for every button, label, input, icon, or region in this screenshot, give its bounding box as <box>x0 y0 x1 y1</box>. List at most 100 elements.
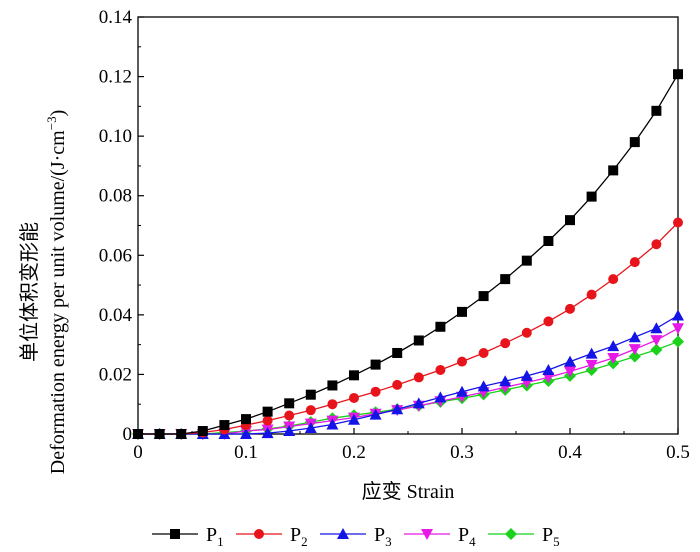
y-tick-label: 0.08 <box>99 186 132 207</box>
legend-item-p2: P2 <box>236 524 308 549</box>
data-point-p2 <box>413 372 424 383</box>
data-point-p1 <box>327 380 338 391</box>
data-point-p1 <box>586 191 597 202</box>
data-point-p3 <box>564 355 576 367</box>
y-axis-title-en-main: Deformation energy per unit volume/(J·cm <box>47 130 69 474</box>
data-point-p2 <box>543 316 554 327</box>
data-point-p4 <box>628 344 641 356</box>
data-point-p3 <box>369 408 382 420</box>
series-line-p5 <box>138 341 679 435</box>
data-point-p1 <box>413 335 424 346</box>
data-point-p1 <box>133 429 143 439</box>
data-point-p3 <box>240 428 252 439</box>
y-axis-title-cn: 单位体积变形能 <box>18 222 41 362</box>
data-point-p1 <box>154 429 165 439</box>
legend-label: P1 <box>206 524 224 549</box>
data-point-p3 <box>348 413 360 425</box>
y-axis-title: 单位体积变形能 Deformation energy per unit volu… <box>18 110 69 475</box>
series-line-p2 <box>138 222 679 435</box>
data-point-p1 <box>478 291 489 302</box>
data-point-p3 <box>628 331 641 343</box>
legend-label-main: P <box>542 524 553 546</box>
legend-marker <box>505 528 517 540</box>
data-point-p2 <box>370 386 381 397</box>
data-point-p3 <box>283 425 296 437</box>
data-point-p1 <box>500 274 511 285</box>
legend-label-sub: 3 <box>385 534 392 549</box>
data-point-p2 <box>586 289 597 300</box>
data-point-p1 <box>241 414 251 425</box>
legend-label: P5 <box>542 524 560 549</box>
data-point-p2 <box>629 257 640 268</box>
x-tick-label: 0.3 <box>450 442 474 463</box>
data-point-p1 <box>176 429 187 439</box>
data-point-p1 <box>608 165 619 176</box>
data-point-p3 <box>520 369 533 381</box>
data-point-p2 <box>457 356 467 367</box>
series-p3 <box>132 309 684 439</box>
plot-frame <box>137 16 679 435</box>
legend-item-p3: P3 <box>320 524 392 549</box>
data-point-p5 <box>650 343 663 356</box>
data-point-p3 <box>261 427 274 439</box>
legend: P1 P2 P3 P4 P5 <box>152 524 560 549</box>
data-point-p3 <box>391 403 404 415</box>
y-axis-title-en-sup: −3 <box>44 116 59 130</box>
data-point-p2 <box>305 405 316 416</box>
data-point-p2 <box>435 364 446 375</box>
legend-item-p1: P1 <box>152 524 224 549</box>
data-point-p4 <box>585 359 598 371</box>
legend-marker <box>254 529 264 539</box>
y-tick-label: 0.04 <box>99 305 133 326</box>
data-point-p1 <box>305 389 316 400</box>
data-point-p1 <box>349 370 359 381</box>
data-point-p3 <box>499 375 512 387</box>
data-point-p5 <box>628 350 641 363</box>
legend-label-main: P <box>290 524 301 546</box>
data-point-p4 <box>650 335 663 347</box>
legend-label-main: P <box>458 524 469 546</box>
data-point-p3 <box>585 347 598 359</box>
y-tick-label: 0.02 <box>99 364 132 385</box>
legend-item-p4: P4 <box>404 524 476 549</box>
legend-label-sub: 1 <box>217 534 224 549</box>
data-point-p3 <box>650 322 663 334</box>
data-point-p4 <box>607 353 620 365</box>
data-point-p3 <box>434 391 447 403</box>
data-point-p3 <box>326 418 339 430</box>
data-point-p2 <box>284 410 295 421</box>
y-axis-title-en: Deformation energy per unit volume/(J·cm… <box>44 110 69 475</box>
data-point-p4 <box>542 372 555 384</box>
data-point-p1 <box>370 359 381 370</box>
y-tick-label: 0.06 <box>99 245 132 266</box>
data-point-p1 <box>435 321 446 332</box>
data-point-p1 <box>284 398 295 409</box>
data-point-p2 <box>262 415 273 426</box>
data-point-p2 <box>478 347 489 358</box>
y-tick-label: 0.14 <box>99 7 133 28</box>
data-point-p1 <box>521 255 532 266</box>
data-point-p1 <box>565 215 575 226</box>
data-point-p1 <box>197 426 208 437</box>
data-point-p2 <box>500 338 511 349</box>
data-point-p4 <box>672 323 684 335</box>
data-point-p4 <box>564 366 576 378</box>
data-point-p5 <box>672 335 684 348</box>
legend-marker <box>337 528 349 539</box>
data-point-p3 <box>607 340 620 352</box>
data-point-p2 <box>349 392 359 403</box>
y-tick-label: 0.12 <box>99 67 132 88</box>
data-point-p1 <box>543 235 554 246</box>
data-point-p2 <box>392 379 403 390</box>
x-tick-label: 0.5 <box>666 442 690 463</box>
series-line-p1 <box>138 73 679 435</box>
data-point-p3 <box>672 309 684 321</box>
series-layer <box>132 69 684 440</box>
legend-marker <box>170 529 180 539</box>
data-point-p3 <box>477 380 490 392</box>
x-axis-title: 应变 Strain <box>362 480 455 503</box>
data-point-p1 <box>457 306 467 317</box>
data-point-p2 <box>673 217 683 228</box>
data-point-p3 <box>304 422 317 434</box>
